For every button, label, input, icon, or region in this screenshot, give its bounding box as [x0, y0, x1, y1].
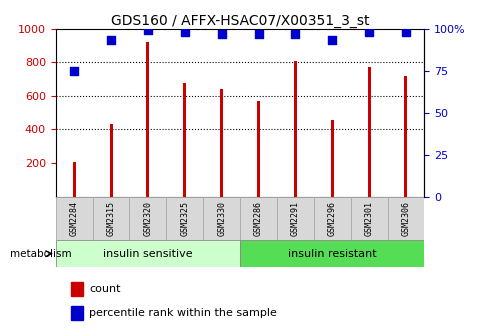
Bar [257, 101, 259, 197]
Bar [129, 197, 166, 240]
Point [291, 31, 299, 36]
Bar [276, 197, 313, 240]
Point [181, 29, 188, 35]
Bar [56, 197, 92, 240]
Text: GSM2325: GSM2325 [180, 201, 189, 236]
Bar [166, 197, 203, 240]
Text: GSM2306: GSM2306 [401, 201, 409, 236]
Bar [293, 61, 296, 197]
Text: GSM2284: GSM2284 [70, 201, 78, 236]
Bar [387, 197, 424, 240]
Bar [109, 124, 112, 197]
Bar [240, 240, 424, 267]
Bar [70, 306, 83, 320]
Bar [70, 282, 83, 296]
Bar [183, 83, 186, 197]
Point [364, 29, 372, 35]
Point [328, 38, 335, 43]
Point [107, 38, 115, 43]
Bar [350, 197, 387, 240]
Bar [92, 197, 129, 240]
Text: GSM2330: GSM2330 [217, 201, 226, 236]
Text: count: count [89, 284, 120, 294]
Bar [220, 89, 223, 197]
Bar [240, 197, 276, 240]
Point [144, 28, 151, 33]
Text: GSM2301: GSM2301 [364, 201, 373, 236]
Text: insulin resistant: insulin resistant [287, 249, 376, 259]
Title: GDS160 / AFFX-HSAC07/X00351_3_st: GDS160 / AFFX-HSAC07/X00351_3_st [111, 13, 368, 28]
Bar [404, 77, 407, 197]
Bar [203, 197, 240, 240]
Bar [56, 240, 240, 267]
Bar [330, 120, 333, 197]
Text: GSM2315: GSM2315 [106, 201, 115, 236]
Text: percentile rank within the sample: percentile rank within the sample [89, 308, 276, 318]
Bar [313, 197, 350, 240]
Bar [73, 162, 76, 197]
Text: insulin sensitive: insulin sensitive [103, 249, 192, 259]
Text: GSM2286: GSM2286 [254, 201, 262, 236]
Text: metabolism: metabolism [10, 249, 71, 259]
Point [254, 31, 262, 36]
Text: GSM2296: GSM2296 [327, 201, 336, 236]
Bar [146, 42, 149, 197]
Point [70, 68, 78, 73]
Text: GSM2320: GSM2320 [143, 201, 152, 236]
Point [401, 29, 409, 35]
Point [217, 31, 225, 36]
Bar [367, 67, 370, 197]
Text: GSM2291: GSM2291 [290, 201, 299, 236]
